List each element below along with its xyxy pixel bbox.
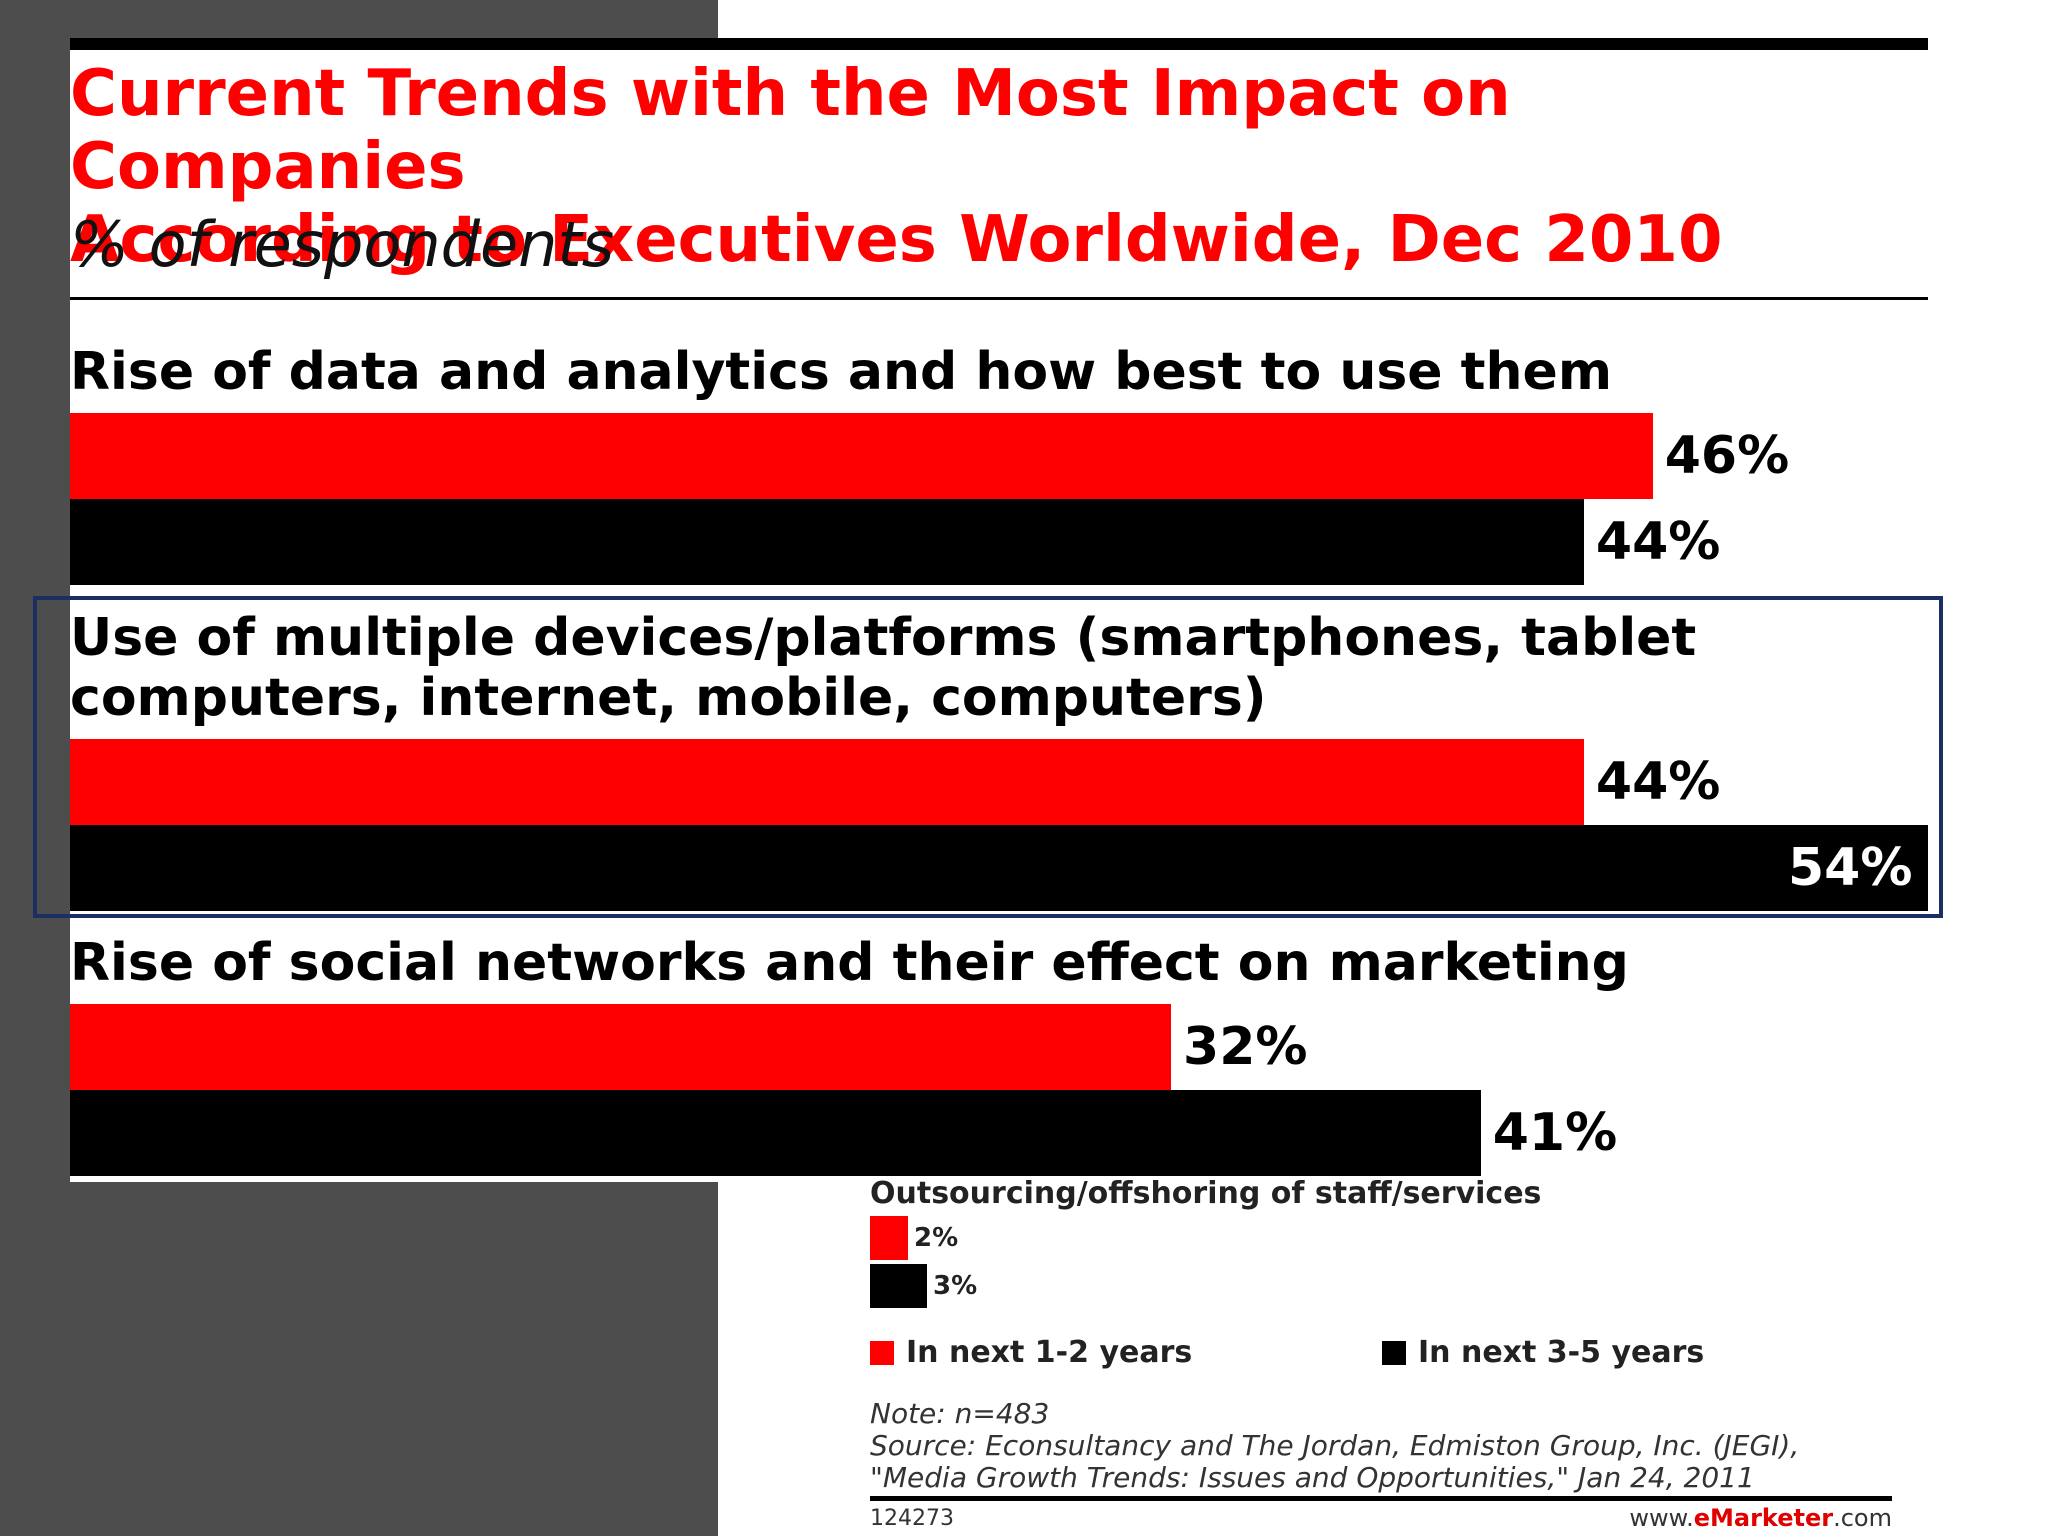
value-label-social-networks-3-5-years: 41% bbox=[1492, 1103, 1618, 1163]
background-panel-bottom bbox=[0, 1182, 718, 1536]
note-source: Source: Econsultancy and The Jordan, Edm… bbox=[870, 1429, 1800, 1494]
bar-multiple-devices-3-5-years bbox=[70, 825, 1928, 911]
value-label-multiple-devices-1-2-years: 44% bbox=[1595, 752, 1721, 812]
site-brand: eMarketer bbox=[1693, 1504, 1834, 1532]
site-suffix: .com bbox=[1833, 1504, 1892, 1532]
legend-label-3-5-years: In next 3-5 years bbox=[1418, 1335, 1705, 1370]
bar-social-networks-3-5-years bbox=[70, 1090, 1481, 1176]
bar-outsourcing-1-2-years bbox=[870, 1216, 908, 1260]
footer-rule bbox=[870, 1496, 1892, 1501]
chart-id: 124273 bbox=[870, 1506, 954, 1531]
legend-swatch-black bbox=[1382, 1340, 1406, 1365]
legend-item-3-5-years: In next 3-5 years bbox=[1382, 1335, 1704, 1370]
category-label-outsourcing: Outsourcing/offshoring of staff/services bbox=[870, 1176, 1542, 1211]
highlight-box bbox=[33, 596, 1943, 918]
legend-swatch-red bbox=[870, 1340, 894, 1365]
background-panel-top bbox=[0, 0, 718, 38]
category-label-multiple-devices: Use of multiple devices/platforms (smart… bbox=[70, 608, 1697, 728]
value-label-social-networks-1-2-years: 32% bbox=[1183, 1017, 1308, 1077]
site-prefix: www. bbox=[1629, 1504, 1694, 1532]
bar-data-analytics-1-2-years bbox=[70, 413, 1653, 499]
bar-multiple-devices-1-2-years bbox=[70, 739, 1584, 825]
value-label-data-analytics-1-2-years: 46% bbox=[1664, 426, 1790, 486]
bar-social-networks-1-2-years bbox=[70, 1004, 1172, 1090]
source-notes: Note: n=483 Source: Econsultancy and The… bbox=[870, 1398, 1900, 1494]
value-label-outsourcing-3-5-years: 3% bbox=[933, 1271, 978, 1301]
legend-item-1-2-years: In next 1-2 years bbox=[870, 1335, 1192, 1370]
bar-outsourcing-3-5-years bbox=[870, 1264, 927, 1308]
title-rule bbox=[70, 38, 1928, 50]
value-label-data-analytics-3-5-years: 44% bbox=[1595, 512, 1721, 572]
header-rule bbox=[70, 297, 1928, 300]
chart-subtitle: % of respondents bbox=[70, 208, 615, 281]
category-label-data-analytics: Rise of data and analytics and how best … bbox=[70, 342, 1612, 402]
bar-data-analytics-3-5-years bbox=[70, 499, 1584, 585]
value-label-multiple-devices-3-5-years: 54% bbox=[1788, 838, 1913, 898]
category-label-social-networks: Rise of social networks and their effect… bbox=[70, 933, 1629, 993]
value-label-outsourcing-1-2-years: 2% bbox=[914, 1223, 959, 1253]
legend-label-1-2-years: In next 1-2 years bbox=[906, 1335, 1193, 1370]
chart-title: Current Trends with the Most Impact on C… bbox=[70, 57, 1723, 277]
site-credit: www.eMarketer.com bbox=[1629, 1504, 1892, 1532]
chart-card bbox=[70, 38, 1928, 1182]
note-sample-size: Note: n=483 bbox=[870, 1397, 1050, 1430]
